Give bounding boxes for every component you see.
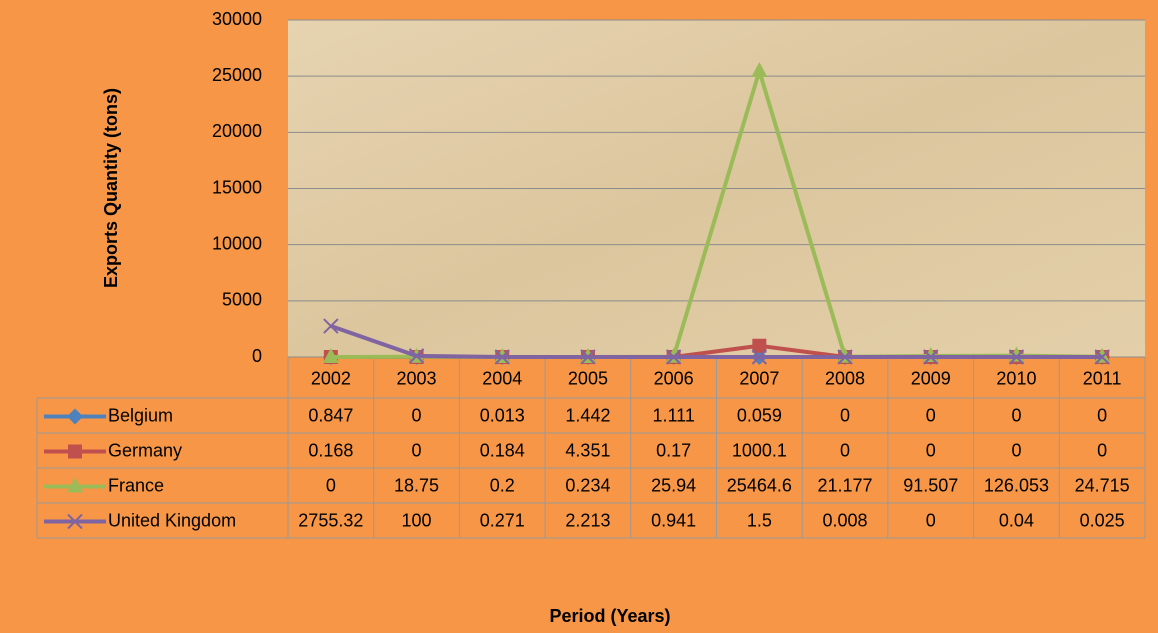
table-cell: 0.04 bbox=[999, 510, 1034, 530]
table-cell: 1000.1 bbox=[732, 440, 787, 460]
x-tick-label: 2002 bbox=[311, 368, 351, 388]
marker bbox=[837, 349, 853, 365]
y-tick-label: 25000 bbox=[212, 65, 262, 85]
marker bbox=[752, 338, 767, 353]
table-cell: 24.715 bbox=[1075, 475, 1130, 495]
table-cell: 91.507 bbox=[903, 475, 958, 495]
table-cell: 25464.6 bbox=[727, 475, 792, 495]
table-cell: 1.5 bbox=[747, 510, 772, 530]
table-cell: 25.94 bbox=[651, 475, 696, 495]
x-tick-label: 2004 bbox=[482, 368, 522, 388]
table-cell: 1.111 bbox=[652, 405, 694, 425]
marker bbox=[1008, 349, 1025, 365]
y-tick-label: 5000 bbox=[222, 290, 262, 310]
table-cell: 0 bbox=[412, 405, 422, 425]
x-tick-label: 2007 bbox=[739, 368, 779, 388]
marker bbox=[923, 349, 939, 365]
table-cell: 0.2 bbox=[490, 475, 515, 495]
marker bbox=[323, 318, 339, 334]
x-tick-label: 2011 bbox=[1083, 368, 1122, 388]
marker bbox=[1094, 349, 1110, 365]
marker bbox=[67, 513, 83, 530]
table-cell: 0.234 bbox=[565, 475, 610, 495]
y-axis-title: Exports Quantity (tons) bbox=[101, 88, 121, 288]
table-cell: 0.941 bbox=[651, 510, 696, 530]
legend-label: United Kingdom bbox=[108, 510, 236, 530]
table-cell: 0 bbox=[1011, 405, 1021, 425]
table-cell: 0 bbox=[412, 440, 422, 460]
marker bbox=[67, 477, 83, 493]
table-cell: 2755.32 bbox=[298, 510, 363, 530]
table-cell: 0.008 bbox=[823, 510, 868, 530]
y-tick-label: 20000 bbox=[212, 121, 262, 141]
table-cell: 2.213 bbox=[565, 510, 610, 530]
marker bbox=[751, 349, 768, 365]
x-tick-label: 2008 bbox=[825, 368, 865, 388]
table-cell: 0 bbox=[926, 405, 936, 425]
y-tick-label: 30000 bbox=[212, 9, 262, 29]
table-cell: 0.847 bbox=[308, 405, 353, 425]
x-tick-label: 2009 bbox=[911, 368, 951, 388]
marker bbox=[751, 61, 768, 77]
table-cell: 21.177 bbox=[818, 475, 873, 495]
table-cell: 0 bbox=[1097, 440, 1107, 460]
x-tick-label: 2005 bbox=[568, 368, 608, 388]
table-cell: 0 bbox=[840, 440, 850, 460]
table-cell: 0.271 bbox=[480, 510, 525, 530]
series-line bbox=[330, 324, 1103, 359]
x-tick-label: 2010 bbox=[996, 368, 1036, 388]
marker bbox=[67, 408, 83, 425]
table-cell: 0 bbox=[1097, 405, 1107, 425]
table-cell: 1.442 bbox=[565, 405, 610, 425]
y-tick-label: 10000 bbox=[212, 233, 262, 253]
legend-label: France bbox=[108, 475, 164, 495]
table-cell: 0 bbox=[840, 405, 850, 425]
table-cell: 0.013 bbox=[480, 405, 525, 425]
y-tick-label: 15000 bbox=[212, 177, 262, 197]
marker bbox=[494, 349, 510, 365]
table-cell: 0 bbox=[326, 475, 336, 495]
marker bbox=[580, 349, 596, 365]
table-cell: 100 bbox=[402, 510, 432, 530]
x-tick-label: 2006 bbox=[654, 368, 694, 388]
table-cell: 0.025 bbox=[1080, 510, 1125, 530]
x-tick-label: 2003 bbox=[397, 368, 437, 388]
table-cell: 0.168 bbox=[308, 440, 353, 460]
marker bbox=[408, 348, 425, 364]
table-cell: 4.351 bbox=[565, 440, 610, 460]
table-cell: 0 bbox=[926, 440, 936, 460]
legend-label: Germany bbox=[108, 440, 182, 460]
marker bbox=[68, 444, 82, 459]
table-cell: 0.184 bbox=[480, 440, 525, 460]
legend-label: Belgium bbox=[108, 405, 173, 425]
y-tick-label: 0 bbox=[252, 346, 262, 366]
table-cell: 0.17 bbox=[656, 440, 691, 460]
table-cell: 0 bbox=[1011, 440, 1021, 460]
marker bbox=[665, 349, 682, 365]
table-cell: 0.059 bbox=[737, 405, 782, 425]
table-cell: 0 bbox=[926, 510, 936, 530]
table-cell: 18.75 bbox=[394, 475, 439, 495]
marker bbox=[322, 348, 339, 363]
x-axis-title: Period (Years) bbox=[549, 606, 670, 626]
table-cell: 126.053 bbox=[984, 475, 1049, 495]
